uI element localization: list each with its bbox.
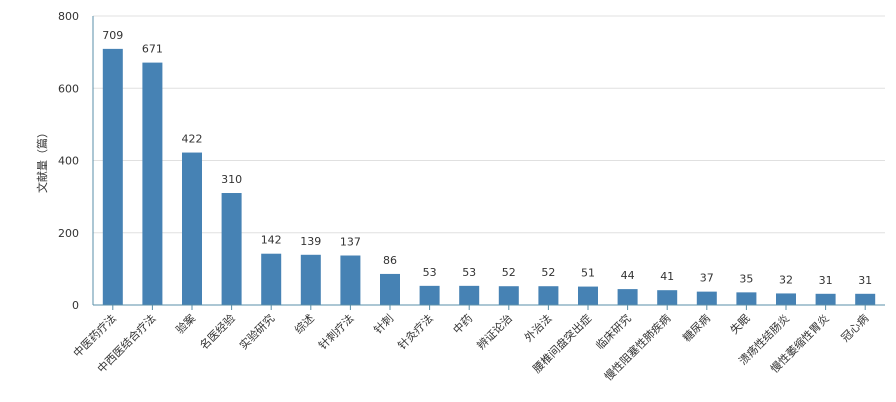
y-tick-label: 200 bbox=[58, 227, 79, 240]
y-tick-label: 600 bbox=[58, 82, 79, 95]
x-tick-label: 针刺疗法 bbox=[316, 311, 357, 352]
data-label: 139 bbox=[300, 235, 321, 248]
data-label: 51 bbox=[581, 267, 595, 280]
bar bbox=[221, 193, 242, 305]
bar bbox=[657, 290, 678, 305]
x-tick-label: 外治法 bbox=[521, 311, 554, 344]
bar bbox=[578, 286, 598, 305]
data-label: 137 bbox=[340, 236, 361, 249]
data-label: 44 bbox=[621, 269, 635, 282]
bar bbox=[696, 291, 717, 305]
bar bbox=[102, 48, 123, 305]
bar bbox=[498, 286, 519, 305]
bar bbox=[261, 253, 282, 305]
bar bbox=[538, 286, 559, 305]
data-label: 31 bbox=[819, 274, 833, 287]
x-tick-label: 名医经验 bbox=[197, 311, 238, 352]
bar bbox=[142, 62, 163, 305]
bar bbox=[300, 254, 321, 305]
bar bbox=[617, 289, 638, 305]
bar bbox=[182, 152, 202, 305]
x-tick-label: 实验研究 bbox=[236, 311, 277, 352]
bar bbox=[340, 255, 361, 305]
data-label: 31 bbox=[858, 274, 872, 287]
x-tick-label: 针灸疗法 bbox=[395, 311, 436, 352]
x-tick-label: 针刺 bbox=[371, 311, 396, 336]
bar bbox=[459, 285, 480, 305]
data-label: 671 bbox=[142, 43, 163, 56]
data-label: 142 bbox=[261, 234, 282, 247]
data-label: 52 bbox=[502, 266, 516, 279]
bar bbox=[736, 292, 757, 305]
x-tick-label: 糖尿病 bbox=[680, 311, 713, 344]
bar bbox=[815, 293, 836, 305]
bar bbox=[380, 273, 400, 305]
data-label: 53 bbox=[462, 266, 476, 279]
data-label: 37 bbox=[700, 272, 714, 285]
data-label: 35 bbox=[739, 272, 753, 285]
y-axis-label: 文献量（篇） bbox=[35, 127, 49, 193]
x-tick-label: 验案 bbox=[173, 311, 198, 336]
data-label: 86 bbox=[383, 254, 397, 267]
data-label: 41 bbox=[660, 270, 674, 283]
data-label: 52 bbox=[541, 266, 555, 279]
x-tick-label: 综述 bbox=[291, 311, 316, 336]
bar bbox=[855, 293, 876, 305]
y-tick-label: 400 bbox=[58, 155, 79, 168]
data-label: 709 bbox=[102, 29, 123, 42]
data-label: 422 bbox=[182, 133, 203, 146]
y-tick-label: 800 bbox=[58, 10, 79, 23]
x-tick-label: 失眠 bbox=[728, 312, 753, 337]
data-label: 32 bbox=[779, 273, 793, 286]
y-tick-label: 0 bbox=[72, 299, 79, 312]
x-tick-label: 慢性阻塞性肺疾病 bbox=[601, 311, 673, 383]
x-tick-label: 冠心病 bbox=[838, 311, 871, 344]
bar bbox=[776, 293, 796, 305]
x-tick-label: 辨证论治 bbox=[474, 311, 515, 352]
x-tick-label: 中药 bbox=[451, 312, 476, 337]
data-label: 310 bbox=[221, 173, 242, 186]
data-label: 53 bbox=[423, 266, 437, 279]
x-tick-label: 临床研究 bbox=[593, 311, 634, 352]
bar bbox=[419, 285, 440, 305]
